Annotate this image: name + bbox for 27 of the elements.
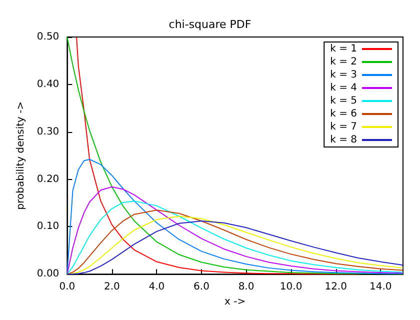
y-tick-label: 0.00 bbox=[36, 268, 60, 280]
chart-title: chi-square PDF bbox=[168, 18, 252, 31]
x-tick-label: 14.0 bbox=[369, 282, 392, 293]
x-tick-label: 12.0 bbox=[324, 282, 347, 293]
x-axis-title: x -> bbox=[224, 296, 246, 308]
y-axis-title: probability density -> bbox=[16, 101, 26, 210]
x-tick-label: 8.0 bbox=[238, 282, 254, 293]
legend-label: k = 6 bbox=[330, 108, 357, 120]
legend-label: k = 8 bbox=[330, 134, 357, 146]
x-tick-label: 2.0 bbox=[104, 282, 120, 293]
y-tick-label: 0.50 bbox=[36, 32, 60, 42]
legend-label: k = 7 bbox=[330, 122, 357, 132]
y-tick-label: 0.10 bbox=[36, 221, 60, 232]
line-series bbox=[66, 36, 404, 275]
legend-label: k = 1 bbox=[330, 44, 357, 54]
legend-label: k = 3 bbox=[330, 70, 357, 80]
line-series bbox=[76, 36, 359, 275]
legend-label: k = 2 bbox=[330, 56, 357, 68]
legend-label: k = 5 bbox=[330, 96, 357, 106]
y-tick-label: 0.20 bbox=[36, 174, 60, 185]
y-tick-label: 0.30 bbox=[36, 126, 60, 138]
x-tick-label: 0.0 bbox=[59, 282, 76, 293]
x-tick-label: 4.0 bbox=[148, 282, 165, 293]
x-tick-label: 6.0 bbox=[194, 282, 210, 293]
x-tick-label: 10.0 bbox=[280, 282, 302, 293]
legend-label: k = 4 bbox=[330, 82, 357, 94]
y-tick-label: 0.40 bbox=[36, 78, 60, 90]
